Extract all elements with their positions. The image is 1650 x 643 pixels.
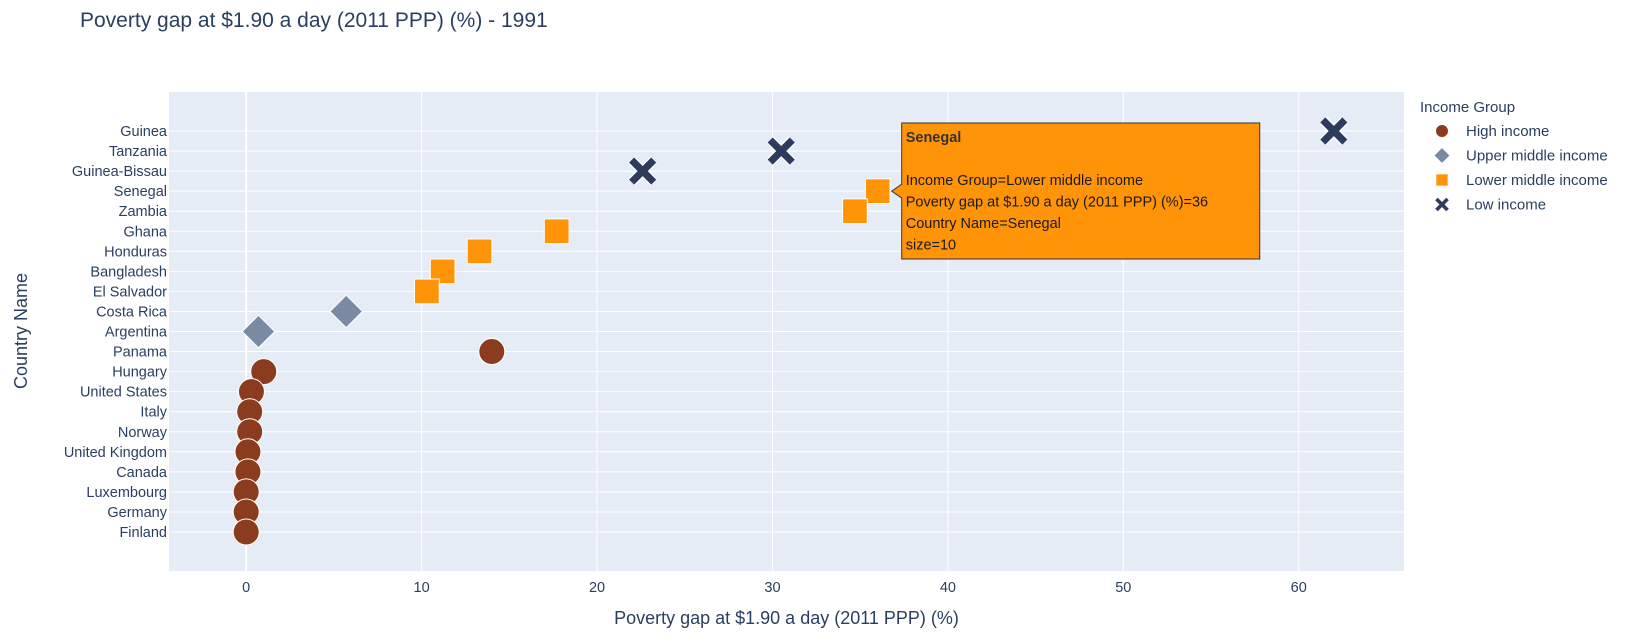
y-tick-ghana: Ghana bbox=[123, 224, 167, 240]
x-axis-title: Poverty gap at $1.90 a day (2011 PPP) (%… bbox=[614, 608, 959, 628]
y-tick-guinea-bissau: Guinea-Bissau bbox=[72, 164, 167, 180]
tooltip-title: Senegal bbox=[906, 130, 962, 146]
chart-title: Poverty gap at $1.90 a day (2011 PPP) (%… bbox=[80, 9, 548, 32]
x-tick-20: 20 bbox=[589, 580, 605, 596]
legend-label-high-income: High income bbox=[1466, 123, 1549, 140]
y-tick-labels: Guinea Tanzania Guinea-Bissau Senegal Zambia… bbox=[64, 124, 168, 541]
y-tick-bangladesh: Bangladesh bbox=[90, 264, 167, 280]
point-zambia bbox=[842, 198, 868, 225]
x-tick-40: 40 bbox=[940, 580, 956, 596]
legend-marker-upper-middle-income bbox=[1433, 146, 1451, 165]
y-tick-canada: Canada bbox=[116, 465, 168, 481]
tooltip-line-3: Country Name=Senegal bbox=[906, 216, 1061, 232]
x-tick-50: 50 bbox=[1115, 580, 1131, 596]
y-tick-zambia: Zambia bbox=[119, 204, 168, 220]
y-tick-united-kingdom: United Kingdom bbox=[64, 445, 167, 461]
point-honduras bbox=[466, 238, 493, 265]
data-markers bbox=[232, 116, 1349, 546]
y-tick-hungary: Hungary bbox=[112, 365, 168, 381]
point-senegal bbox=[864, 178, 891, 205]
tooltip-line-4: size=10 bbox=[906, 238, 956, 254]
legend-marker-lower-middle-income bbox=[1435, 173, 1449, 187]
y-tick-argentina: Argentina bbox=[105, 325, 168, 341]
x-tick-labels: 0 10 20 30 40 50 60 bbox=[242, 580, 1307, 596]
legend-label-lower-middle-income: Lower middle income bbox=[1466, 172, 1608, 189]
x-tick-10: 10 bbox=[414, 580, 430, 596]
y-tick-norway: Norway bbox=[118, 425, 168, 441]
y-axis-title: Country Name bbox=[11, 273, 31, 389]
tooltip-line-1: Income Group=Lower middle income bbox=[906, 173, 1143, 189]
point-tanzania bbox=[766, 136, 796, 166]
legend: Income Group High income Upper middle inc… bbox=[1420, 99, 1608, 214]
x-tick-0: 0 bbox=[242, 580, 250, 596]
point-finland bbox=[232, 518, 260, 546]
y-tick-el-salvador: El Salvador bbox=[93, 284, 167, 300]
point-ghana bbox=[543, 218, 570, 245]
legend-title: Income Group bbox=[1420, 99, 1515, 116]
y-tick-senegal: Senegal bbox=[114, 184, 167, 200]
y-tick-germany: Germany bbox=[107, 505, 167, 521]
point-panama bbox=[478, 338, 506, 366]
x-tick-30: 30 bbox=[764, 580, 780, 596]
y-tick-costa-rica: Costa Rica bbox=[96, 304, 168, 320]
legend-label-upper-middle-income: Upper middle income bbox=[1466, 148, 1608, 165]
point-el-salvador bbox=[414, 278, 440, 305]
legend-marker-low-income bbox=[1434, 197, 1450, 212]
legend-label-low-income: Low income bbox=[1466, 197, 1546, 214]
y-tick-honduras: Honduras bbox=[104, 244, 167, 260]
y-tick-panama: Panama bbox=[113, 345, 168, 361]
legend-marker-high-income bbox=[1435, 124, 1449, 138]
y-tick-guinea: Guinea bbox=[120, 124, 168, 140]
point-argentina bbox=[241, 314, 276, 349]
y-tick-finland: Finland bbox=[119, 525, 167, 541]
y-tick-united-states: United States bbox=[80, 385, 167, 401]
x-tick-60: 60 bbox=[1291, 580, 1307, 596]
point-hungary bbox=[250, 358, 278, 386]
tooltip-box bbox=[890, 122, 1261, 260]
y-tick-luxembourg: Luxembourg bbox=[86, 485, 167, 501]
y-tick-italy: Italy bbox=[140, 405, 167, 421]
hover-tooltip: Senegal Income Group=Lower middle income P… bbox=[890, 122, 1261, 260]
tooltip-line-2: Poverty gap at $1.90 a day (2011 PPP) (%… bbox=[906, 195, 1208, 211]
point-guinea bbox=[1319, 116, 1349, 146]
point-costa-rica bbox=[329, 294, 364, 329]
y-tick-tanzania: Tanzania bbox=[109, 144, 168, 160]
point-guinea-bissau bbox=[628, 156, 658, 186]
